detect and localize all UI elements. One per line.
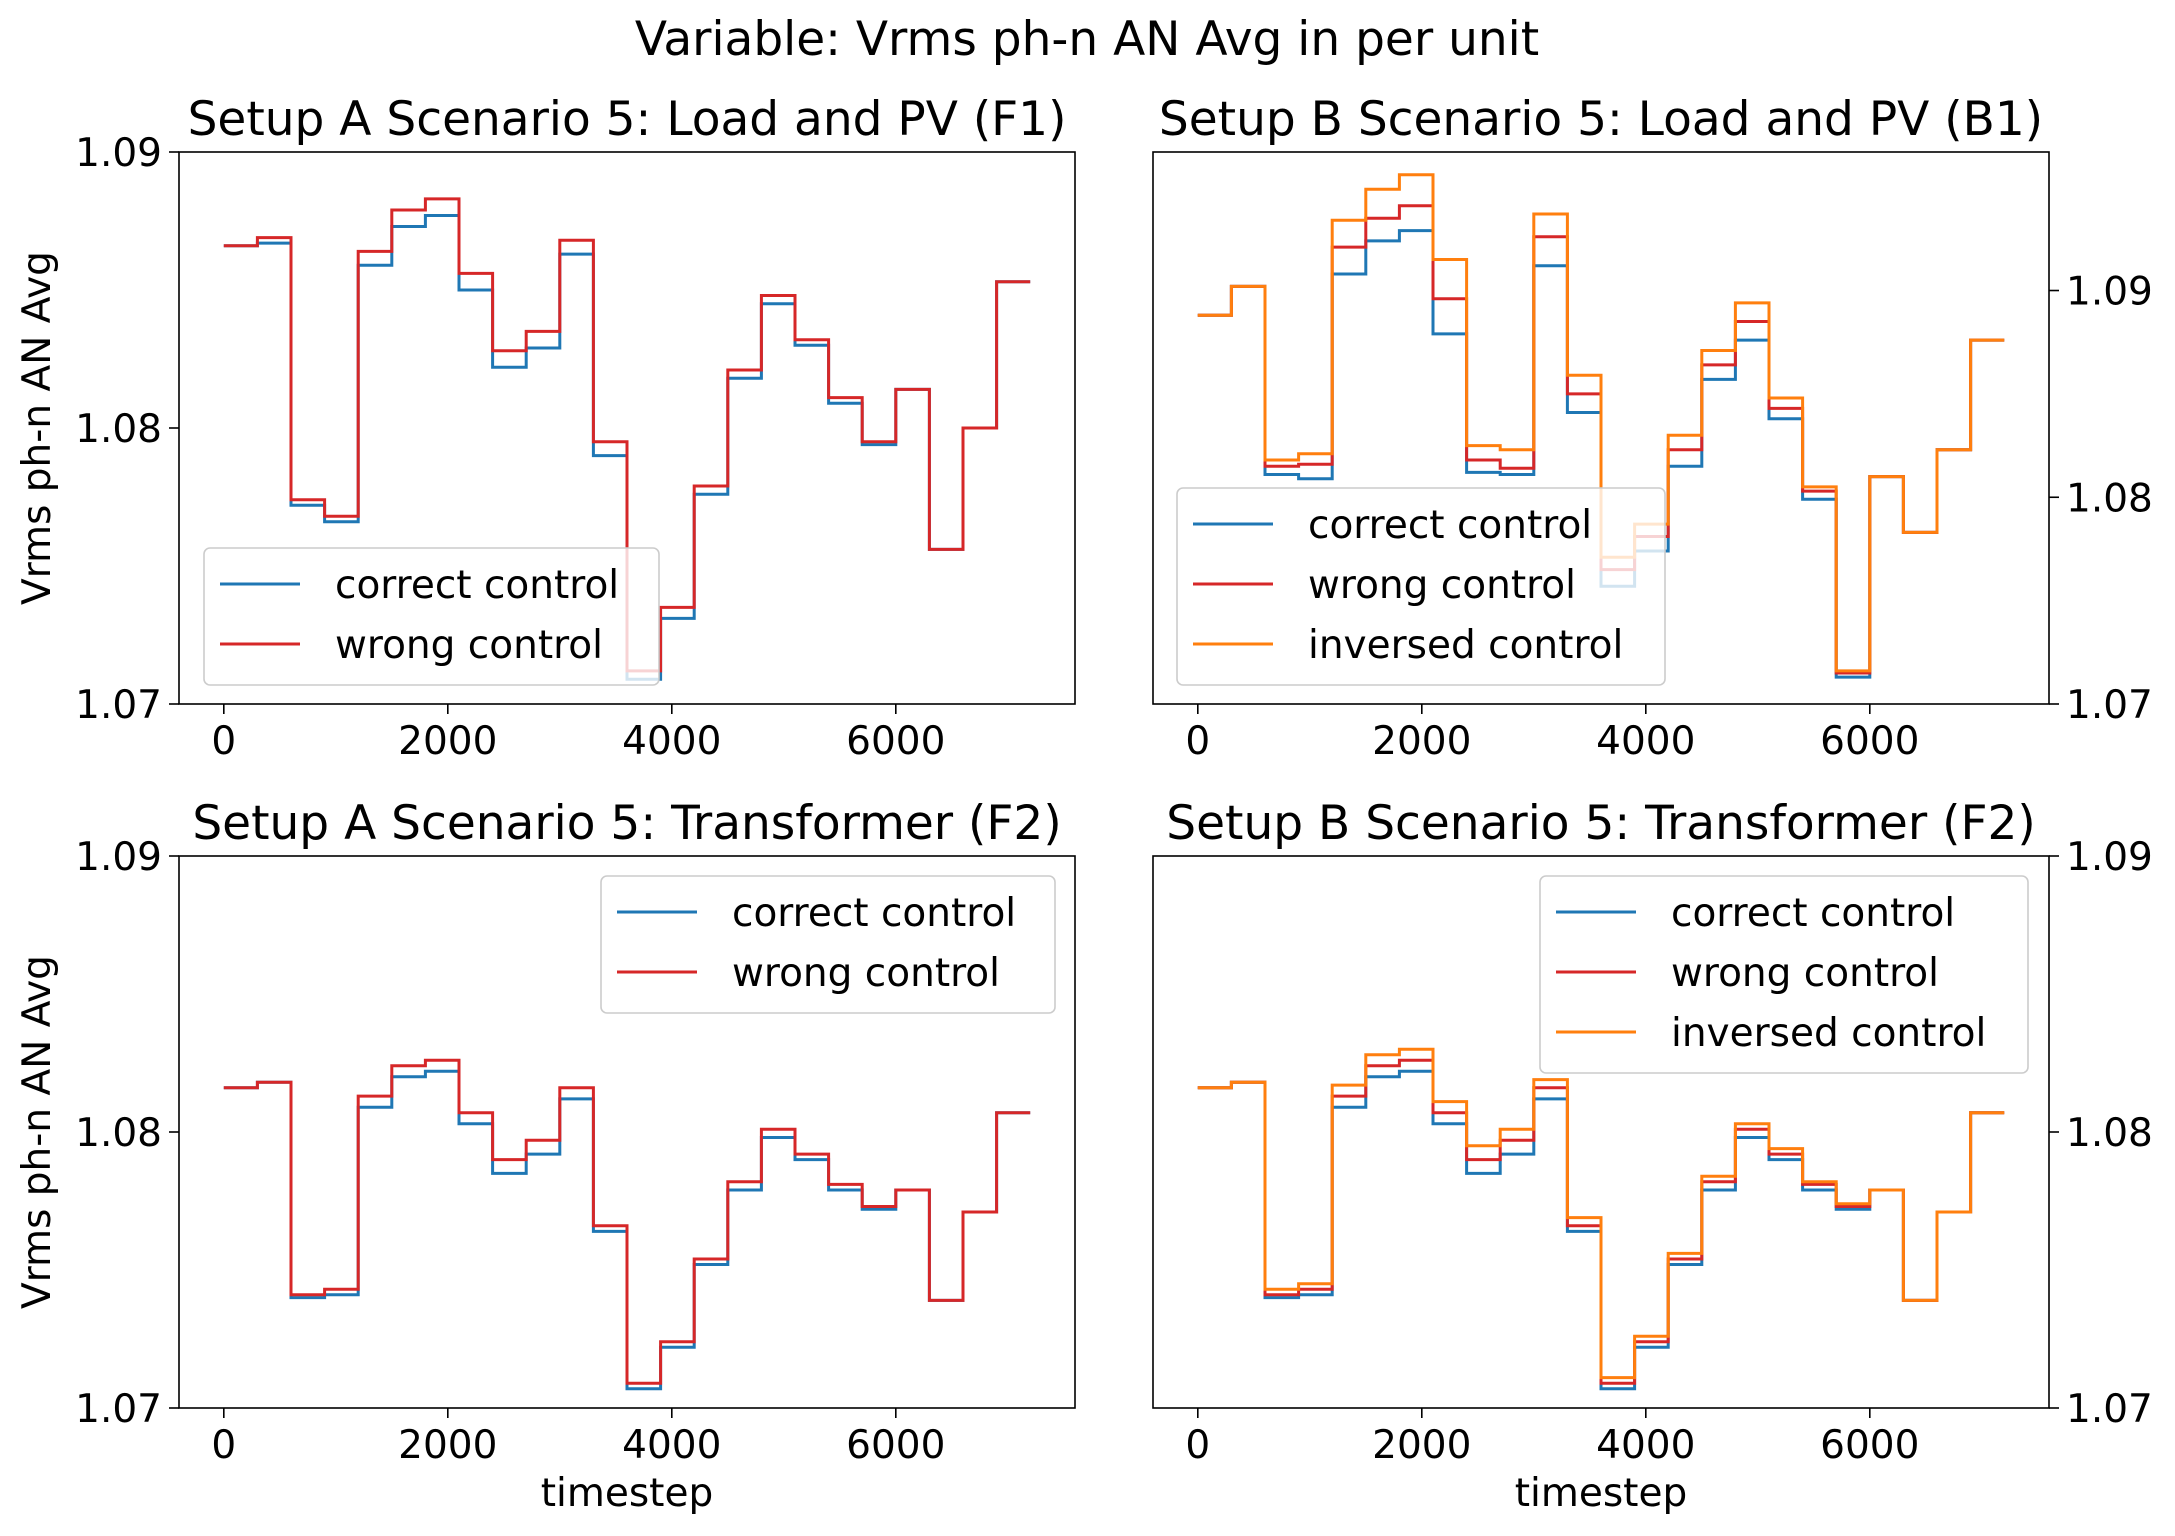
y-tick-label: 1.08 xyxy=(2066,476,2153,521)
plot-frame xyxy=(1152,151,2050,705)
legend-box xyxy=(1539,875,2029,1074)
legend-label: wrong control xyxy=(732,951,1000,996)
y-tick-label: 1.09 xyxy=(75,835,162,880)
chart-panel: 0 2000 4000 6000 1.07 1.08 1.09 Setup B Scenari… xyxy=(1152,92,2153,764)
legend-box xyxy=(203,547,660,686)
legend-label: inversed control xyxy=(1671,1011,1986,1056)
y-tick-label: 1.07 xyxy=(2066,683,2153,728)
y-tick-label: 1.09 xyxy=(2066,835,2153,880)
x-axis-label: timestep xyxy=(1515,1471,1687,1516)
panel-title: Setup B Scenario 5: Load and PV (B1) xyxy=(1159,92,2043,147)
chart-panel: 0 2000 4000 6000 1.07 1.08 1.09 Setup A Scenari… xyxy=(15,796,1076,1516)
legend-label: correct control xyxy=(1308,503,1592,548)
x-tick-label: 6000 xyxy=(1820,1423,1919,1468)
x-tick-label: 0 xyxy=(1185,1423,1210,1468)
y-axis-label: Vrms ph-n AN Avg xyxy=(15,955,60,1309)
legend: correct control wrong control inversed con… xyxy=(1539,875,2029,1074)
x-tick-label: 4000 xyxy=(622,1423,721,1468)
legend: correct control wrong control xyxy=(600,875,1056,1014)
x-tick-label: 4000 xyxy=(622,719,721,764)
x-tick-label: 0 xyxy=(211,1423,236,1468)
legend-label: inversed control xyxy=(1308,623,1623,668)
legend-label: correct control xyxy=(732,891,1016,936)
y-tick-label: 1.08 xyxy=(2066,1111,2153,1156)
legend-box xyxy=(1176,487,1666,686)
series-line-inversed-control xyxy=(1197,173,2005,673)
y-tick-label: 1.09 xyxy=(2066,270,2153,315)
y-axis-label: Vrms ph-n AN Avg xyxy=(15,251,60,605)
chart-panel: 0 2000 4000 6000 1.07 1.08 1.09 Setup A Scenari… xyxy=(15,92,1076,764)
x-axis-label: timestep xyxy=(541,1471,713,1516)
y-tick-label: 1.08 xyxy=(75,1111,162,1156)
legend-label: wrong control xyxy=(1308,563,1576,608)
x-tick-label: 4000 xyxy=(1596,1423,1695,1468)
y-tick-label: 1.07 xyxy=(75,683,162,728)
y-tick-label: 1.07 xyxy=(75,1387,162,1432)
legend-label: wrong control xyxy=(1671,951,1939,996)
x-tick-label: 0 xyxy=(211,719,236,764)
panel-title: Setup B Scenario 5: Transformer (F2) xyxy=(1166,796,2035,851)
legend-label: wrong control xyxy=(335,623,603,668)
x-tick-label: 0 xyxy=(1185,719,1210,764)
x-tick-label: 2000 xyxy=(398,719,497,764)
chart-panel: 0 2000 4000 6000 1.07 1.08 1.09 Setup B Scenari… xyxy=(1152,796,2153,1516)
x-tick-label: 6000 xyxy=(846,719,945,764)
legend: correct control wrong control xyxy=(203,547,660,686)
x-tick-label: 2000 xyxy=(1372,1423,1471,1468)
legend-label: correct control xyxy=(335,563,619,608)
series-line-wrong-control xyxy=(223,1058,1031,1385)
y-tick-label: 1.08 xyxy=(75,407,162,452)
x-tick-label: 6000 xyxy=(1820,719,1919,764)
series-line-inversed-control xyxy=(1197,1047,2005,1380)
legend: correct control wrong control inversed con… xyxy=(1176,487,1666,686)
x-tick-label: 6000 xyxy=(846,1423,945,1468)
x-tick-label: 2000 xyxy=(1372,719,1471,764)
legend-label: correct control xyxy=(1671,891,1955,936)
panel-title: Setup A Scenario 5: Load and PV (F1) xyxy=(188,92,1067,147)
y-tick-label: 1.07 xyxy=(2066,1387,2153,1432)
legend-box xyxy=(600,875,1056,1014)
y-tick-label: 1.09 xyxy=(75,131,162,176)
x-tick-label: 4000 xyxy=(1596,719,1695,764)
figure-suptitle: Variable: Vrms ph-n AN Avg in per unit xyxy=(635,12,1539,67)
x-tick-label: 2000 xyxy=(398,1423,497,1468)
panel-title: Setup A Scenario 5: Transformer (F2) xyxy=(192,796,1061,851)
